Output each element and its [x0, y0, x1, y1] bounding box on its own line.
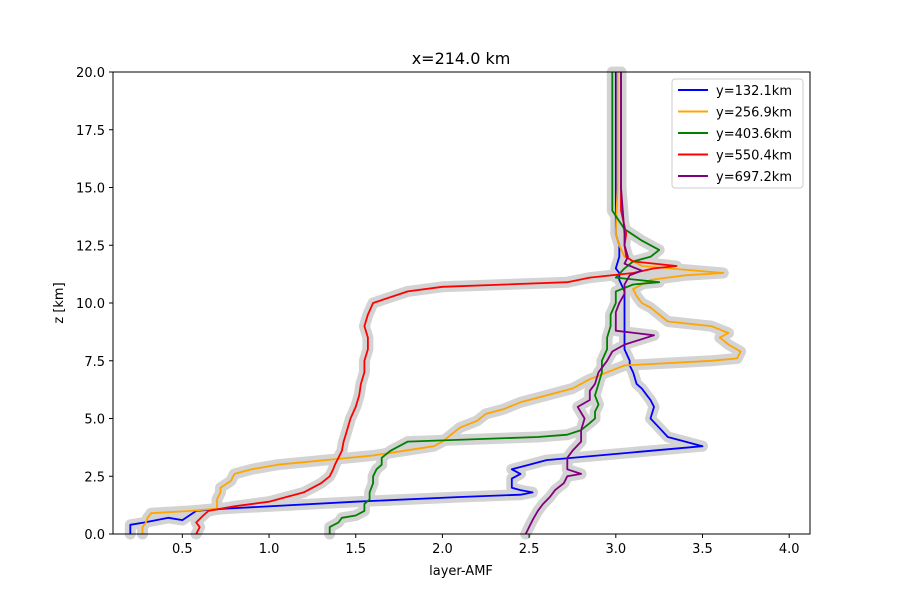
series-line-2: [328, 72, 661, 534]
y-tick-label: 7.5: [84, 355, 105, 370]
series-lines: [129, 72, 742, 535]
x-axis-ticks: 0.5 1.0 1.5 2.0 2.5 3.0 3.5 4.0: [172, 534, 800, 557]
series-line-1: [141, 72, 742, 534]
x-tick-label: 3.5: [692, 542, 713, 557]
x-tick-label: 3.0: [605, 542, 626, 557]
legend-label: y=403.6km: [716, 127, 792, 142]
legend-label: y=550.4km: [716, 149, 792, 164]
y-tick-label: 12.5: [76, 239, 105, 254]
y-tick-label: 17.5: [76, 124, 105, 139]
legend-label: y=132.1km: [716, 84, 792, 99]
y-axis-ticks: 0.0 2.5 5.0 7.5 10.0 12.5 15.0 17.5 20.0: [76, 66, 113, 543]
legend-label: y=697.2km: [716, 170, 792, 185]
legend: y=132.1km y=256.9km y=403.6km y=550.4km y=69…: [671, 78, 804, 189]
x-tick-label: 4.0: [779, 542, 800, 557]
y-tick-label: 10.0: [76, 297, 105, 312]
series-line-3: [195, 72, 678, 535]
series-line-4: [524, 72, 655, 535]
x-tick-label: 1.0: [259, 542, 280, 557]
legend-label: y=256.9km: [716, 106, 792, 121]
uncertainty-bands: [124, 66, 747, 540]
y-tick-label: 5.0: [84, 413, 105, 428]
legend-box: [671, 78, 804, 189]
x-axis-label: layer-AMF: [429, 564, 493, 579]
y-tick-label: 2.5: [84, 470, 105, 485]
y-axis-label: z [km]: [52, 282, 67, 323]
x-tick-label: 2.5: [519, 542, 540, 557]
y-tick-label: 0.0: [84, 528, 105, 543]
y-tick-label: 15.0: [76, 182, 105, 197]
x-tick-label: 1.5: [345, 542, 366, 557]
x-tick-label: 2.0: [432, 542, 453, 557]
chart-title: x=214.0 km: [412, 49, 511, 68]
uncertainty-band-1: [137, 66, 747, 540]
x-tick-label: 0.5: [172, 542, 193, 557]
y-tick-label: 20.0: [76, 66, 105, 81]
